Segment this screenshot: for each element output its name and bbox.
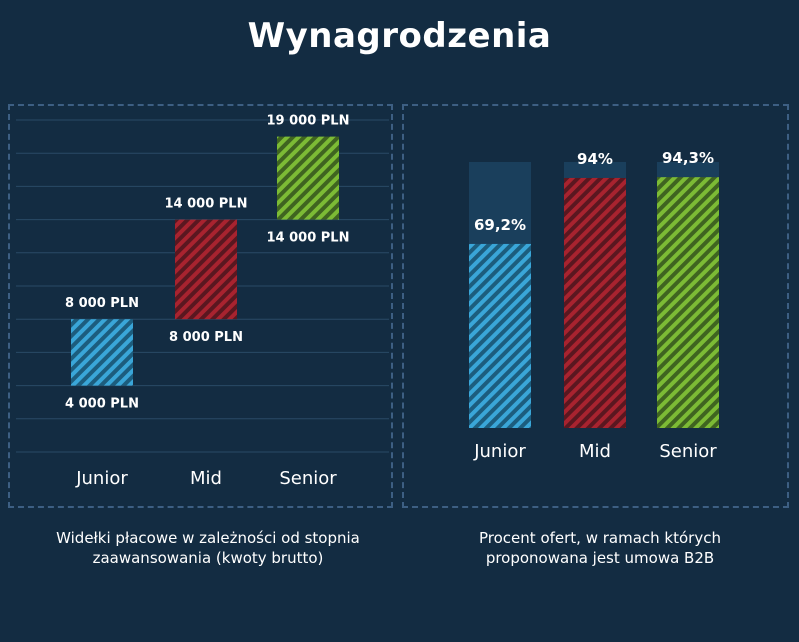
range-low-label-junior: 4 000 PLN xyxy=(65,397,139,412)
category-label-mid: Mid xyxy=(190,468,222,489)
range-bar-mid xyxy=(175,219,237,320)
bar-junior xyxy=(469,243,531,428)
b2b-chart-caption: Procent ofert, w ramach których proponow… xyxy=(400,528,799,568)
range-high-label-junior: 8 000 PLN xyxy=(65,296,139,311)
category-label-junior: Junior xyxy=(473,441,526,462)
range-low-label-senior: 14 000 PLN xyxy=(267,231,350,246)
category-label-mid: Mid xyxy=(579,441,611,462)
page-title: Wynagrodzenia xyxy=(247,16,552,56)
category-label-senior: Senior xyxy=(659,441,717,462)
range-high-label-mid: 14 000 PLN xyxy=(165,197,248,212)
value-label-junior: 69,2% xyxy=(474,216,526,234)
salary-chart-caption: Widełki płacowe w zależności od stopnia … xyxy=(8,528,408,568)
category-label-senior: Senior xyxy=(279,468,337,489)
b2b-percentage-chart-panel: 69,2% Junior 94% Mid 94,3% Senior xyxy=(402,104,789,508)
category-label-junior: Junior xyxy=(75,468,128,489)
value-label-mid: 94% xyxy=(577,150,613,168)
range-low-label-mid: 8 000 PLN xyxy=(169,330,243,345)
range-bar-junior xyxy=(71,319,133,386)
value-label-senior: 94,3% xyxy=(662,149,714,167)
range-high-label-senior: 19 000 PLN xyxy=(267,114,350,129)
bar-mid xyxy=(564,177,626,428)
b2b-chart-caption-line-2: proponowana jest umowa B2B xyxy=(485,549,715,567)
salary-range-chart: 8 000 PLN 4 000 PLN Junior 14 000 PLN 8 000 … xyxy=(16,114,389,489)
salary-chart-caption-line-1: Widełki płacowe w zależności od stopnia xyxy=(56,529,360,547)
salary-chart-caption-line-2: zaawansowania (kwoty brutto) xyxy=(92,549,324,567)
bar-senior xyxy=(657,177,719,428)
range-bar-senior xyxy=(277,136,339,220)
b2b-percentage-chart: 69,2% Junior 94% Mid 94,3% Senior xyxy=(469,149,719,462)
b2b-chart-caption-line-1: Procent ofert, w ramach których xyxy=(479,529,721,547)
salary-range-chart-panel: 8 000 PLN 4 000 PLN Junior 14 000 PLN 8 000 … xyxy=(8,104,393,508)
